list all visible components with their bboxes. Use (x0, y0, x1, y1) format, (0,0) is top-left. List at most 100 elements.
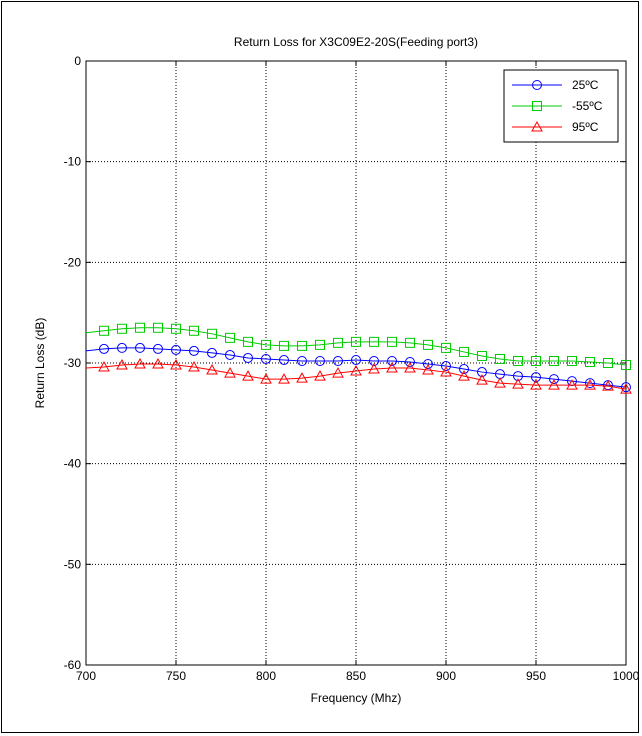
data-point-triangle (620, 383, 632, 394)
x-tick-label: 700 (76, 669, 96, 683)
x-tick-label: 850 (346, 669, 366, 683)
data-point-circle (261, 353, 271, 364)
x-tick-label: 800 (256, 669, 276, 683)
data-point-triangle (296, 372, 308, 383)
legend-label: 95ºC (572, 120, 599, 134)
data-point-square (405, 337, 415, 348)
y-tick-label: -30 (64, 356, 82, 370)
data-point-triangle (440, 366, 452, 377)
data-point-circle (423, 359, 433, 370)
data-point-circle (279, 354, 289, 365)
data-point-triangle (494, 377, 506, 388)
series-lines (85, 322, 632, 394)
data-point-square (621, 360, 631, 371)
x-tick-label: 1000 (613, 669, 640, 683)
data-point-circle (225, 349, 235, 360)
legend-entry: -55ºC (512, 99, 603, 113)
y-tick-label: -20 (64, 255, 82, 269)
legend-entry: 95ºC (512, 120, 599, 134)
data-point-triangle (548, 379, 560, 390)
data-point-square (225, 332, 235, 343)
data-point-circle (171, 344, 181, 355)
data-point-circle (153, 343, 163, 354)
data-point-square (495, 353, 505, 364)
data-point-square (315, 339, 325, 350)
data-point-square (153, 322, 163, 333)
data-point-circle (297, 355, 307, 366)
data-point-triangle (242, 370, 254, 381)
y-tick-label: -60 (64, 658, 82, 672)
data-point-circle (117, 342, 127, 353)
data-point-triangle (530, 379, 542, 390)
data-point-square (567, 355, 577, 366)
legend-label: 25ºC (572, 78, 599, 92)
data-point-circle (531, 372, 541, 383)
data-point-square (117, 323, 127, 334)
data-point-triangle (368, 363, 380, 374)
x-tick-label: 950 (526, 669, 546, 683)
grid (86, 61, 626, 665)
legend: 25ºC -55ºC 95ºC (503, 69, 619, 143)
y-tick-label: -50 (64, 557, 82, 571)
data-point-square (532, 101, 542, 111)
legend-label: -55ºC (572, 99, 603, 113)
series-square (85, 322, 631, 371)
data-point-triangle (314, 370, 326, 381)
x-axis-label: Frequency (Mhz) (311, 691, 402, 705)
data-point-square (549, 355, 559, 366)
data-point-circle (315, 355, 325, 366)
data-point-square (477, 350, 487, 361)
data-point-square (243, 336, 253, 347)
data-point-triangle (170, 358, 182, 370)
y-axis-label: Return Loss (dB) (33, 318, 47, 409)
y-tick-label: 0 (74, 54, 81, 68)
data-point-triangle (422, 364, 434, 375)
x-tick-label: 900 (436, 669, 456, 683)
data-point-triangle (602, 380, 614, 391)
data-point-triangle (531, 120, 543, 132)
series-circle (85, 342, 631, 393)
data-point-triangle (188, 360, 200, 372)
y-tick-label: -40 (64, 457, 82, 471)
y-tick-label: -10 (64, 155, 82, 169)
data-point-triangle (512, 378, 524, 389)
data-point-circle (351, 354, 361, 365)
data-point-triangle (386, 362, 398, 373)
data-point-square (387, 336, 397, 347)
data-point-square (459, 346, 469, 357)
data-point-circle (387, 355, 397, 366)
data-point-square (351, 336, 361, 347)
data-point-triangle (152, 357, 164, 369)
data-point-square (423, 339, 433, 350)
legend-entry: 25ºC (512, 78, 599, 92)
data-point-triangle (584, 379, 596, 390)
data-point-square (585, 356, 595, 367)
data-point-square (207, 328, 217, 339)
data-point-square (603, 358, 613, 368)
x-tick-label: 750 (166, 669, 186, 683)
data-point-circle (459, 364, 469, 375)
data-point-triangle (278, 373, 290, 384)
data-point-square (189, 325, 199, 336)
data-point-triangle (224, 367, 236, 378)
data-point-square (261, 339, 271, 350)
data-point-circle (369, 355, 379, 366)
data-point-circle (207, 347, 217, 358)
chart-title: Return Loss for X3C09E2-20S(Feeding port… (234, 35, 478, 49)
data-point-square (135, 322, 145, 333)
data-point-square (513, 355, 523, 366)
data-point-circle (441, 361, 451, 372)
data-point-circle (405, 356, 415, 367)
data-point-circle (621, 382, 631, 393)
data-point-circle (585, 378, 595, 389)
data-point-square (171, 323, 181, 334)
data-point-square (297, 340, 307, 351)
data-point-triangle (134, 357, 146, 369)
data-point-circle (532, 80, 542, 90)
data-point-triangle (260, 373, 272, 384)
data-point-triangle (404, 362, 416, 373)
data-point-circle (135, 342, 145, 353)
data-point-circle (333, 355, 343, 366)
series-triangle (85, 357, 632, 394)
